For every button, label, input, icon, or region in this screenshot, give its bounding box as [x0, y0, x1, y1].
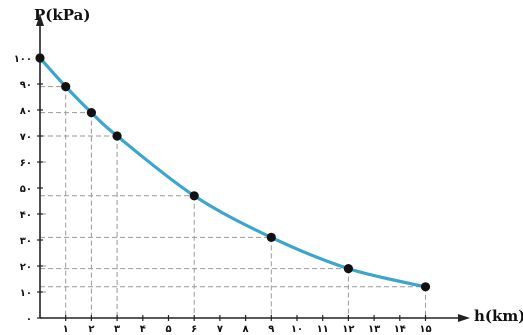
y-tick-label-40: ۴۰	[20, 210, 32, 221]
x-tick-label-13: ۱۳	[368, 324, 380, 335]
y-tick-label-100: ۱۰۰	[14, 54, 32, 65]
x-axis-arrow	[458, 314, 470, 322]
x-tick-label-8: ۸	[243, 324, 249, 335]
y-tick-label-30: ۳۰	[20, 236, 32, 247]
x-tick-label-15: ۱۵	[419, 324, 431, 335]
x-tick-label-14: ۱۴	[394, 324, 406, 335]
x-tick-label-12: ۱۲	[342, 324, 354, 335]
data-point-5	[266, 232, 276, 242]
data-point-0	[35, 53, 45, 63]
y-tick-label-70: ۷۰	[20, 132, 32, 143]
x-tick-label-3: ۳	[114, 324, 120, 335]
x-tick-label-4: ۴	[140, 324, 146, 335]
axes	[36, 14, 470, 322]
pressure-curve	[38, 56, 428, 289]
y-axis-arrow	[36, 14, 44, 26]
y-tick-label-90: ۹۰	[20, 80, 32, 91]
x-tick-label-9: ۹	[268, 324, 274, 335]
data-point-3	[112, 131, 122, 141]
x-tick-label-11: ۱۱	[317, 324, 329, 335]
axis-ticks: ۱ ۲ ۳ ۴ ۵ ۶ ۷ ۸ ۹ ۱۰ ۱۱ ۱۲ ۱۳ ۱۴ ۱۵۰۱۰۲۰۳۰۴۰۵۰۶۰۷۰۸۰۹۰…	[14, 54, 432, 335]
data-point-6	[343, 264, 353, 274]
y-tick-label-60: ۶۰	[20, 158, 32, 169]
guide-lines	[40, 86, 426, 318]
y-tick-label-0: ۰	[26, 314, 32, 325]
y-axis-title: P(kPa)	[34, 6, 90, 24]
data-point-4	[189, 191, 199, 201]
data-point-1	[61, 82, 71, 92]
y-tick-label-10: ۱۰	[20, 288, 32, 299]
x-tick-label-2: ۲	[88, 324, 94, 335]
data-point-7	[420, 282, 431, 292]
x-tick-label-7: ۷	[217, 324, 223, 335]
y-tick-label-50: ۵۰	[20, 184, 32, 195]
x-axis-title: h(km)	[474, 307, 523, 325]
x-tick-label-10: ۱۰	[291, 324, 303, 335]
y-tick-label-20: ۲۰	[20, 262, 32, 273]
y-tick-label-80: ۸۰	[20, 106, 32, 117]
data-points	[35, 53, 431, 292]
x-tick-label-6: ۶	[191, 324, 197, 335]
x-tick-label-1: ۱	[63, 324, 69, 335]
data-point-2	[86, 108, 96, 118]
x-tick-label-5: ۵	[165, 324, 171, 335]
